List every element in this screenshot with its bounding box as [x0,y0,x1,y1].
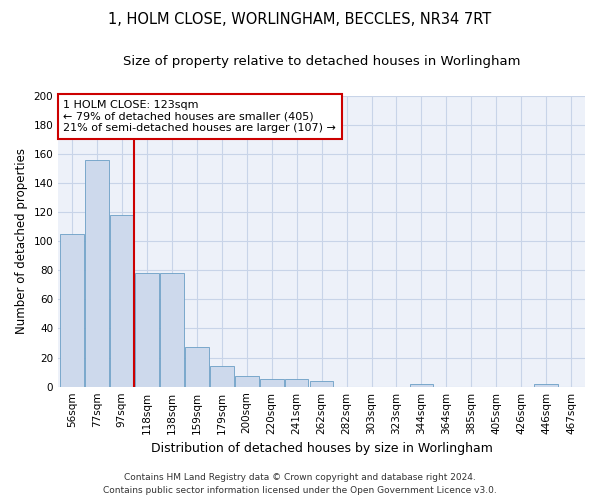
Text: 1, HOLM CLOSE, WORLINGHAM, BECCLES, NR34 7RT: 1, HOLM CLOSE, WORLINGHAM, BECCLES, NR34… [109,12,491,28]
Bar [160,273,184,386]
Bar [310,381,334,386]
Title: Size of property relative to detached houses in Worlingham: Size of property relative to detached ho… [123,55,520,68]
Bar [185,348,209,387]
Bar [260,380,284,386]
Text: Contains HM Land Registry data © Crown copyright and database right 2024.
Contai: Contains HM Land Registry data © Crown c… [103,474,497,495]
Bar [235,376,259,386]
Text: 1 HOLM CLOSE: 123sqm
← 79% of detached houses are smaller (405)
21% of semi-deta: 1 HOLM CLOSE: 123sqm ← 79% of detached h… [64,100,337,133]
Bar [110,215,134,386]
Bar [85,160,109,386]
Bar [410,384,433,386]
Bar [210,366,233,386]
Bar [285,380,308,386]
X-axis label: Distribution of detached houses by size in Worlingham: Distribution of detached houses by size … [151,442,493,455]
Bar [60,234,84,386]
Bar [135,273,158,386]
Y-axis label: Number of detached properties: Number of detached properties [15,148,28,334]
Bar [535,384,558,386]
